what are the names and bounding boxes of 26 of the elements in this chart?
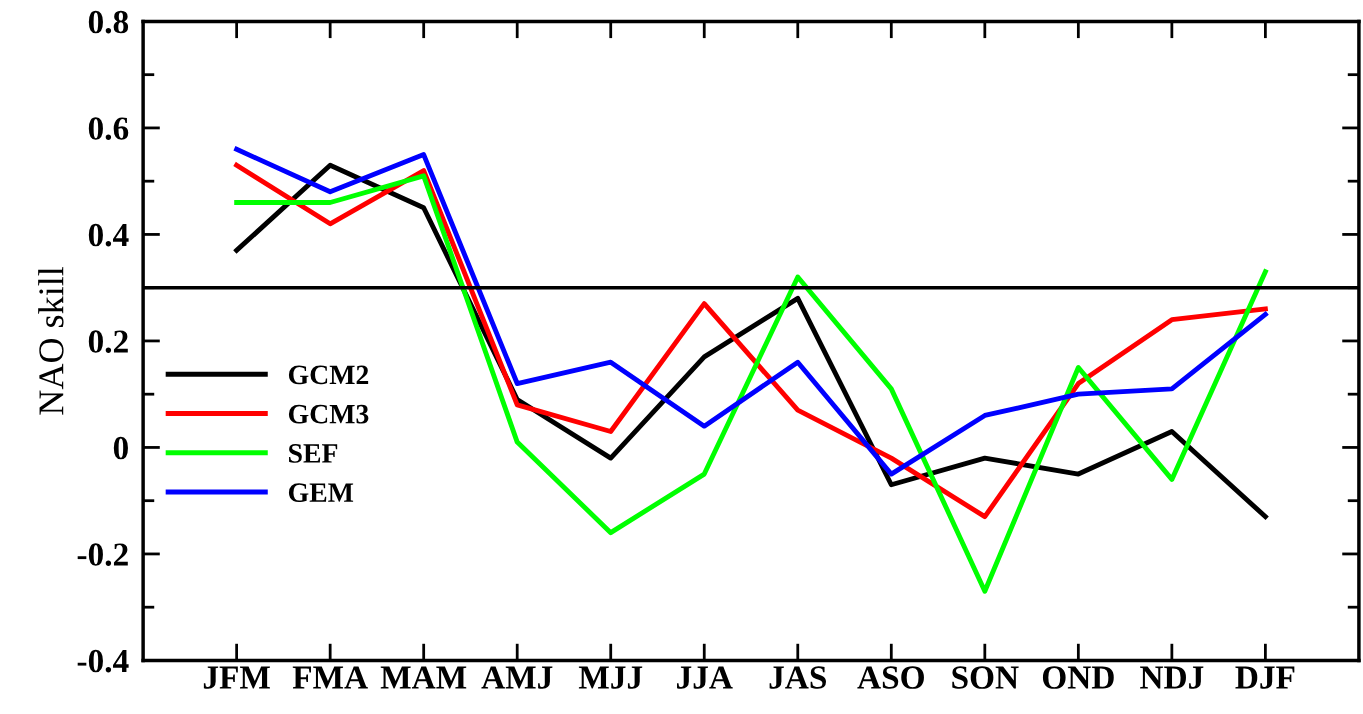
legend-label: GEM: [288, 483, 354, 502]
legend-label: SEF: [289, 444, 338, 463]
y-tick-label: 0.8: [88, 10, 129, 34]
x-tick-label: JJA: [677, 666, 733, 689]
y-tick-label: 0: [113, 436, 128, 460]
x-tick-label: FMA: [292, 666, 368, 689]
x-tick-label: DJF: [1235, 666, 1295, 689]
x-tick-label: JFM: [203, 666, 270, 689]
legend-label: GCM3: [288, 404, 369, 424]
line-series: [234, 146, 1268, 477]
x-tick-label: MJJ: [578, 666, 643, 689]
x-tick-label: ASO: [857, 666, 924, 689]
x-tick-label: MAM: [380, 666, 467, 689]
x-tick-label: AMJ: [481, 666, 553, 689]
y-tick-label: 0.2: [88, 330, 128, 353]
y-tick-label: 0.4: [88, 223, 129, 247]
x-tick-label: OND: [1042, 666, 1114, 689]
x-tick-label: NDJ: [1140, 666, 1204, 689]
line-series: [234, 173, 1268, 594]
legend-label: GCM2: [288, 365, 369, 385]
y-axis-title: NAO skill: [38, 266, 64, 415]
y-tick-label: 0.6: [88, 117, 129, 140]
x-tick-label: JAS: [769, 666, 826, 689]
y-tick-label: -0.2: [77, 543, 128, 566]
x-tick-label: SON: [952, 666, 1019, 689]
y-tick-label: -0.4: [77, 649, 129, 673]
